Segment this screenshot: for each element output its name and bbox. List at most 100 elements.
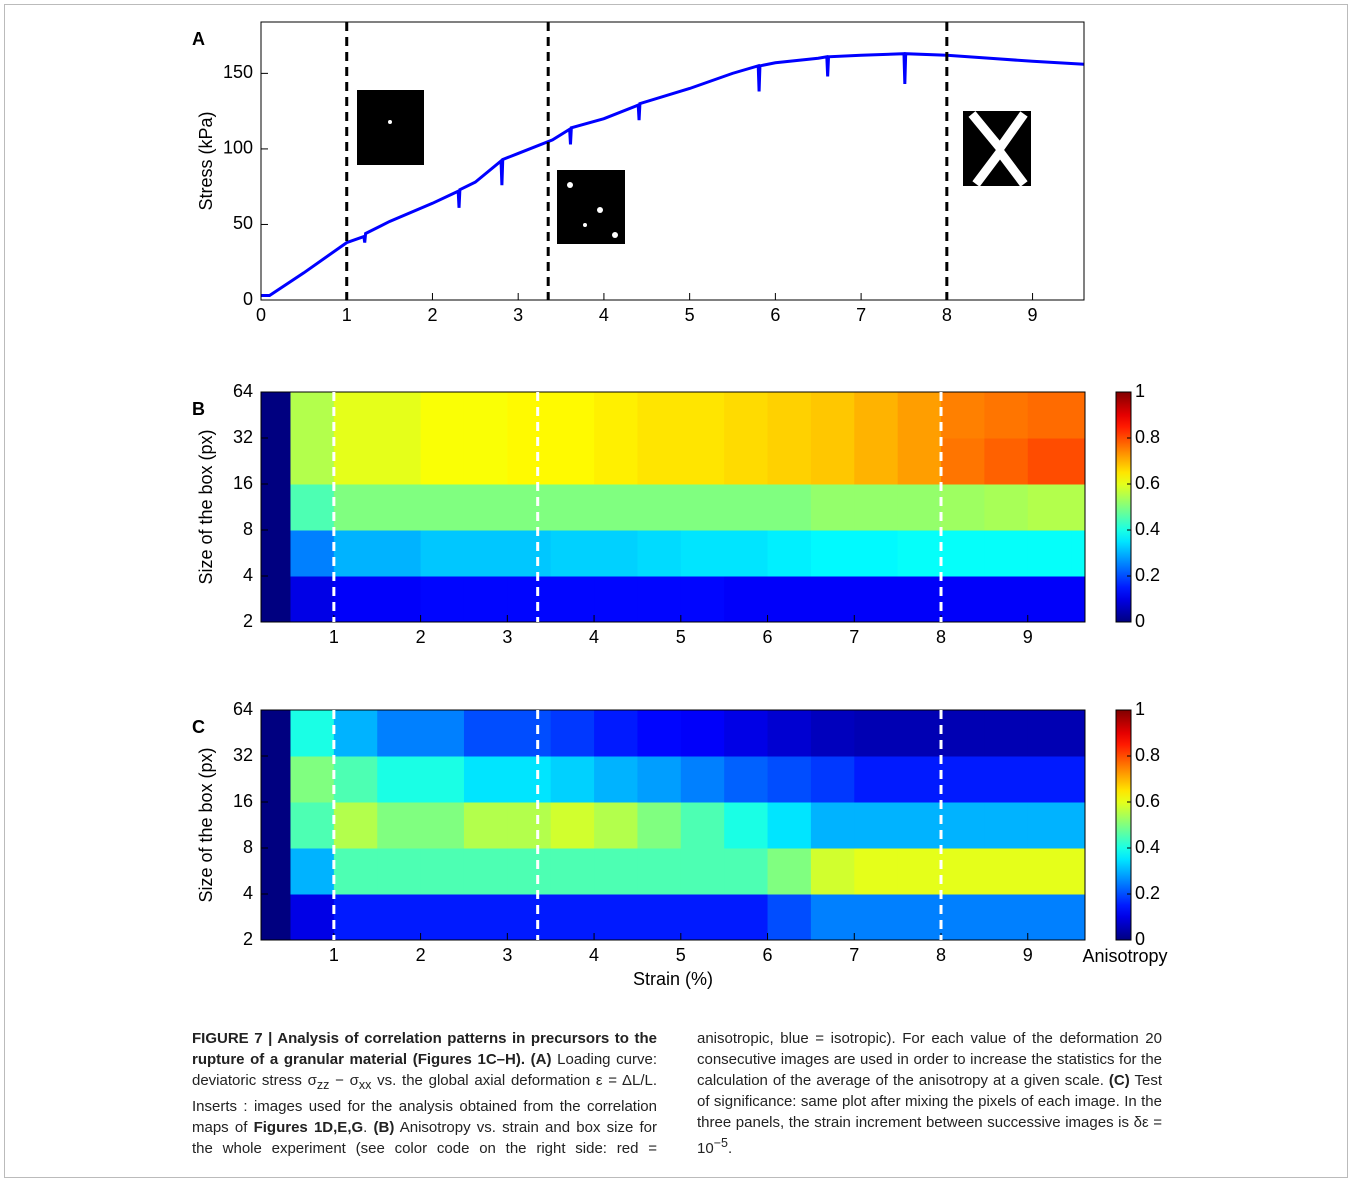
heat-cell <box>680 392 725 439</box>
heat-cell <box>463 530 508 577</box>
heat-cell <box>724 894 769 941</box>
heat-cell <box>261 484 291 531</box>
heat-cell <box>290 392 335 439</box>
heat-cell <box>637 802 682 849</box>
heat-cell <box>261 756 291 803</box>
heat-cell <box>377 894 422 941</box>
heat-cell <box>680 438 725 485</box>
heat-cell <box>637 392 682 439</box>
heat-cell <box>333 802 378 849</box>
x-tick-label: 6 <box>763 627 773 647</box>
heat-cell <box>1027 530 1072 577</box>
heat-cell <box>377 484 422 531</box>
heat-cell <box>377 710 422 757</box>
heat-cell <box>261 710 291 757</box>
inset-speck <box>583 223 587 227</box>
heat-cell <box>1071 576 1086 623</box>
heat-cell <box>594 894 638 941</box>
heat-cell <box>1027 802 1072 849</box>
heat-cell <box>420 484 465 531</box>
heat-cell <box>941 530 985 577</box>
heat-cell <box>1071 894 1086 941</box>
caption-text: (B) <box>373 1119 395 1136</box>
colorbar-tick-label: 0 <box>1135 611 1145 631</box>
heat-cell <box>1071 484 1086 531</box>
heat-cell <box>1027 576 1072 623</box>
caption: FIGURE 7 | Analysis of correlation patte… <box>192 1028 1162 1159</box>
heat-cell <box>767 530 812 577</box>
figure-frame <box>4 4 1348 1178</box>
heat-cell <box>984 802 1029 849</box>
heat-cell <box>1071 710 1086 757</box>
heat-cell <box>1027 756 1072 803</box>
heat-cell <box>767 438 812 485</box>
caption-text: −5 <box>713 1136 728 1150</box>
x-tick-label: 8 <box>936 627 946 647</box>
heat-cell <box>897 438 942 485</box>
heat-cell <box>290 710 335 757</box>
heat-cell <box>420 392 465 439</box>
heat-cell <box>594 802 638 849</box>
heat-cell <box>767 802 812 849</box>
colorbar-tick-label: 0.6 <box>1135 473 1160 493</box>
heat-cell <box>333 392 378 439</box>
heat-cell <box>1027 848 1072 895</box>
heat-cell <box>290 530 335 577</box>
heat-cell <box>984 894 1029 941</box>
x-tick-label: 3 <box>502 945 512 965</box>
heat-cell <box>261 894 291 941</box>
heat-cell <box>767 894 812 941</box>
x-axis-label: Strain (%) <box>633 969 713 989</box>
heat-cell <box>333 530 378 577</box>
caption-text: Anisotropy vs. strain and box size for t… <box>192 1030 1162 1157</box>
inset-speck <box>567 182 573 188</box>
heat-cell <box>941 576 985 623</box>
x-tick-label: 7 <box>856 305 866 325</box>
heat-cell <box>420 438 465 485</box>
heat-cell <box>1027 392 1072 439</box>
heat-cell <box>897 756 942 803</box>
heat-cell <box>897 802 942 849</box>
heat-cell <box>290 576 335 623</box>
heat-cell <box>550 756 595 803</box>
heat-cell <box>261 438 291 485</box>
heat-cell <box>637 710 682 757</box>
heat-cell <box>897 530 942 577</box>
heat-cell <box>507 756 552 803</box>
heat-cell <box>724 576 769 623</box>
heat-cell <box>1071 438 1086 485</box>
colorbar-tick-label: 0.2 <box>1135 565 1160 585</box>
heat-cell <box>420 710 465 757</box>
heat-cell <box>637 530 682 577</box>
y-tick-label: 64 <box>233 381 253 401</box>
heat-cell <box>420 576 465 623</box>
heat-cell <box>941 484 985 531</box>
heat-cell <box>984 530 1029 577</box>
heat-cell <box>507 484 552 531</box>
y-tick-label: 8 <box>243 519 253 539</box>
colorbar-tick-label: 0.6 <box>1135 791 1160 811</box>
heat-cell <box>854 530 899 577</box>
x-tick-label: 6 <box>770 305 780 325</box>
heat-cell <box>897 894 942 941</box>
heat-cell <box>724 848 769 895</box>
heat-cell <box>984 392 1029 439</box>
y-tick-label: 4 <box>243 565 253 585</box>
heat-cell <box>810 756 855 803</box>
heat-cell <box>854 802 899 849</box>
heat-cell <box>1027 710 1072 757</box>
heat-cell <box>261 848 291 895</box>
y-tick-label: 2 <box>243 929 253 949</box>
heat-cell <box>377 438 422 485</box>
heat-cell <box>333 576 378 623</box>
colorbar <box>1115 709 1132 941</box>
heat-cell <box>594 576 638 623</box>
colorbar-tick-label: 0.4 <box>1135 519 1160 539</box>
heat-cell <box>897 710 942 757</box>
heat-cell <box>261 392 291 439</box>
heat-cell <box>854 848 899 895</box>
heat-cell <box>724 710 769 757</box>
x-tick-label: 1 <box>342 305 352 325</box>
heat-cell <box>507 710 552 757</box>
heat-cell <box>941 438 985 485</box>
